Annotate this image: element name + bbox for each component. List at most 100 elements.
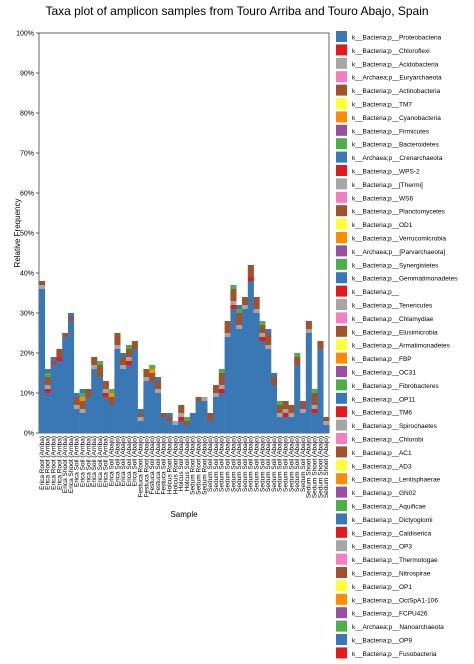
legend-swatch [336, 98, 347, 109]
bar-segment [44, 385, 51, 389]
bar-segment [137, 421, 144, 433]
legend-swatch [336, 31, 347, 42]
bar-segment [242, 309, 249, 433]
bar-segment [79, 401, 86, 409]
bar-segment [218, 389, 225, 393]
legend-entry: k__Bacteria;p__FBP [352, 356, 412, 363]
bar-segment [172, 425, 179, 433]
legend-swatch [336, 205, 347, 217]
bar-segment [189, 413, 196, 417]
x-tick-label: Sedum Root (Abajo) [196, 436, 203, 495]
bar-segment [56, 357, 63, 361]
x-tick-label: Sedum Soil (Abajo) [283, 436, 290, 492]
legend-swatch [336, 379, 347, 391]
bar-segment [126, 361, 133, 365]
bar-segment [265, 345, 272, 349]
x-tick-label: Sedum Soil (Abajo) [259, 436, 266, 492]
bar-segment [160, 417, 167, 433]
legend-swatch [336, 232, 347, 243]
bar-segment [300, 409, 307, 413]
bar-segment [79, 397, 86, 401]
bar-segment [166, 421, 173, 433]
y-tick-label: 50% [20, 231, 34, 238]
bar-segment [91, 369, 98, 433]
bar-segment [230, 285, 237, 289]
bar-segment [79, 389, 86, 393]
legend-entry: k__Bacteria;p__[Thermi] [352, 182, 423, 189]
legend-swatch [336, 433, 347, 444]
bar-segment [73, 397, 80, 405]
x-tick-label: Sedum Soil (Abajo) [288, 436, 295, 492]
x-tick-label: Festuca Soil (Abajo) [149, 436, 156, 495]
bar-segment [131, 341, 138, 349]
legend-entry: k__Bacteria;p__Aquificae [352, 504, 426, 511]
x-tick-label: Holcus Root (Abajo) [172, 436, 179, 494]
x-tick-label: Sedum Soil (Abajo) [271, 436, 278, 492]
legend-swatch [336, 500, 347, 511]
legend-entry: k__Bacteria;p__Proteobacteria [352, 35, 442, 42]
x-tick-label: Erica Shoot (Arriba) [62, 436, 69, 493]
legend-entry: k__Bacteria;p__Armatimonadetes [352, 343, 451, 350]
bar-segment [120, 353, 127, 357]
bar-segment [44, 393, 51, 433]
bar-segment [311, 405, 318, 409]
bar-segment [317, 349, 324, 433]
x-tick-label: Festuca Soil (Abajo) [161, 436, 168, 495]
x-tick-label: Holcus Soil (Abajo) [184, 436, 191, 491]
legend-entry: k__Bacteria;p__Cyanobacteria [352, 115, 441, 122]
y-tick-label: 60% [20, 191, 34, 198]
x-tick-label: Erica Root (Arriba) [45, 436, 52, 490]
bar-segment [155, 381, 162, 389]
y-tick-label: 70% [20, 151, 34, 158]
bar-segment [85, 389, 92, 397]
y-tick-label: 40% [20, 271, 34, 278]
bar-segment [253, 297, 260, 309]
y-tick-label: 30% [20, 311, 34, 318]
bar-segment [56, 349, 63, 357]
legend-swatch [336, 366, 347, 377]
bar-segment [114, 349, 121, 433]
bar-segment [160, 413, 167, 417]
bar-segment [265, 333, 272, 345]
bar-segment [143, 381, 150, 433]
bar-segment [120, 369, 127, 433]
bar-segment [120, 357, 127, 365]
bar-segment [155, 389, 162, 393]
legend-swatch [336, 258, 347, 270]
bar-segment [276, 413, 283, 417]
legend-swatch [336, 151, 347, 163]
bar-segment [102, 381, 109, 389]
y-axis-label: Relative Frequency [13, 199, 22, 268]
legend-entry: k__Bacteria;p__Chlorobi [352, 437, 423, 444]
bar-segment [213, 393, 220, 397]
bar-segment [73, 405, 80, 409]
bar-segment [305, 321, 312, 329]
legend-entry: k__Bacteria;p__OP3 [352, 544, 412, 551]
bar-segment [50, 361, 57, 365]
bar-segment [259, 341, 266, 433]
legend-swatch [336, 218, 347, 230]
bar-segment [137, 417, 144, 421]
bar-segment [108, 389, 115, 393]
bar-segment [97, 365, 104, 377]
bar-segment [73, 409, 80, 433]
x-tick-label: Holcus Root (Abajo) [167, 436, 174, 494]
legend-entry: k__Bacteria;p__OD1 [352, 222, 413, 229]
chart-title: Taxa plot of amplicon samples from Touro… [45, 4, 429, 18]
legend-entry: k__Bacteria;p__Elusimicrobia [352, 329, 438, 336]
bar-segment [317, 341, 324, 349]
x-tick-label: Sedum Soil (Abajo) [213, 436, 220, 492]
legend-swatch [336, 473, 347, 485]
bar-segment [178, 421, 185, 433]
bar-segment [288, 417, 295, 433]
bar-segment [114, 345, 121, 349]
legend-entry: k__Bacteria;p__OC31 [352, 370, 416, 377]
bar-segment [166, 413, 173, 417]
bar-segment [114, 333, 121, 345]
legend-entry: k__Bacteria;p__ [352, 289, 399, 296]
bar-segment [207, 421, 214, 433]
legend-swatch [336, 553, 347, 565]
bar-segment [224, 321, 231, 333]
bar-segment [282, 417, 289, 433]
bar-segment [131, 349, 138, 433]
